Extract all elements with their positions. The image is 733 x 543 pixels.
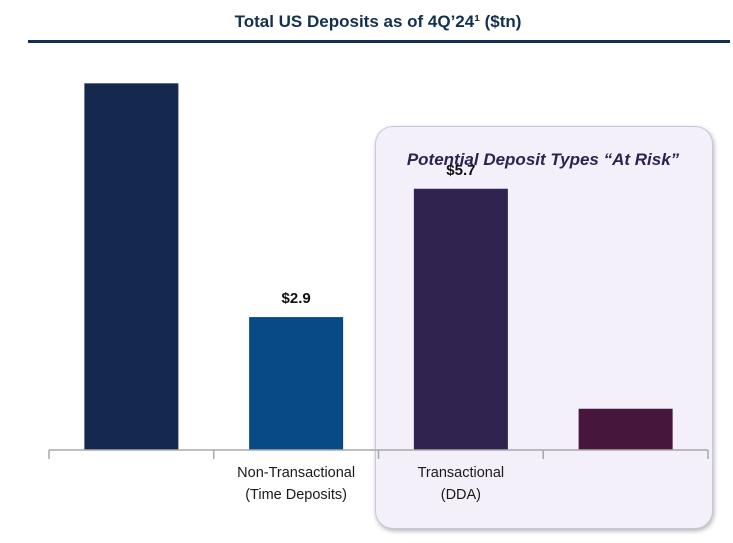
- bar-2: [413, 188, 508, 450]
- chart-title: Total US Deposits as of 4Q’24¹ ($tn): [234, 12, 522, 31]
- category-label-1: Non-Transactional (Time Deposits): [237, 465, 356, 503]
- at-risk-label: Potential Deposit Types “At Risk”: [406, 150, 680, 169]
- bar-0: [84, 83, 179, 450]
- bar-3: [578, 408, 673, 450]
- data-label-2: $5.7: [446, 162, 475, 179]
- bar-1: [249, 317, 344, 450]
- data-label-1: $2.9: [282, 290, 311, 307]
- title-rule: [28, 40, 730, 43]
- category-label-2: Transactional (DDA): [417, 465, 505, 503]
